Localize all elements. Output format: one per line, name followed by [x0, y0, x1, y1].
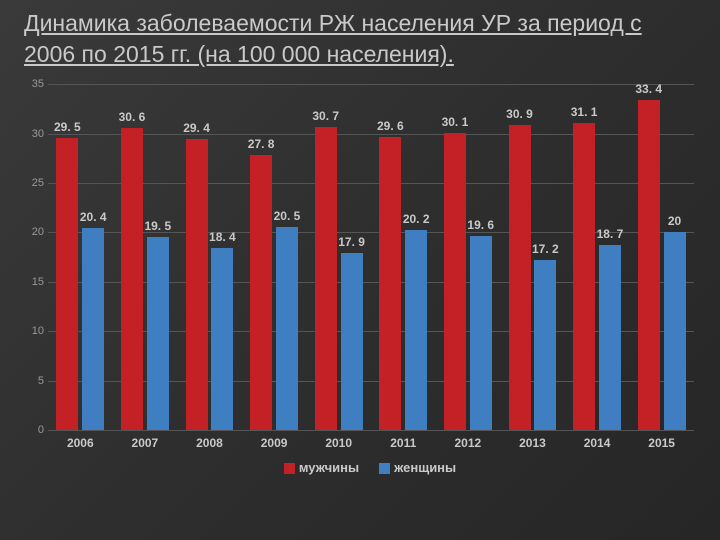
bar-value-label: 18. 7 — [597, 227, 624, 241]
page-title: Динамика заболеваемости РЖ населения УР … — [0, 0, 720, 70]
legend-label: женщины — [394, 460, 456, 475]
bar-women: 20 — [664, 232, 686, 430]
bar-men: 27. 8 — [250, 155, 272, 430]
bar-value-label: 20 — [668, 214, 681, 228]
bar-women: 20. 5 — [276, 227, 298, 430]
x-tick-label: 2015 — [629, 432, 694, 454]
bar-men: 30. 9 — [509, 125, 531, 430]
bar-value-label: 20. 5 — [274, 209, 301, 223]
bar-value-label: 19. 5 — [144, 219, 171, 233]
y-tick-label: 25 — [24, 177, 44, 189]
bar-men: 33. 4 — [638, 100, 660, 430]
bar-group: 27. 820. 5 — [242, 84, 307, 430]
bar-value-label: 30. 9 — [506, 107, 533, 121]
x-tick-label: 2006 — [48, 432, 113, 454]
bar-women: 17. 9 — [341, 253, 363, 430]
bar-group: 29. 620. 2 — [371, 84, 436, 430]
bar-value-label: 20. 2 — [403, 212, 430, 226]
bar-value-label: 29. 6 — [377, 119, 404, 133]
x-tick-label: 2013 — [500, 432, 565, 454]
bar-women: 17. 2 — [534, 260, 556, 430]
bar-group: 31. 118. 7 — [565, 84, 630, 430]
bar-value-label: 17. 2 — [532, 242, 559, 256]
bar-value-label: 27. 8 — [248, 137, 275, 151]
bar-men: 29. 5 — [56, 138, 78, 430]
x-tick-label: 2007 — [113, 432, 178, 454]
legend-label: мужчины — [299, 460, 359, 475]
bar-men: 29. 6 — [379, 137, 401, 430]
bar-men: 30. 7 — [315, 127, 337, 430]
x-tick-label: 2014 — [565, 432, 630, 454]
y-tick-label: 0 — [24, 424, 44, 436]
bar-men: 30. 6 — [121, 128, 143, 431]
bar-women: 18. 4 — [211, 248, 233, 430]
bar-value-label: 31. 1 — [571, 105, 598, 119]
bar-women: 19. 5 — [147, 237, 169, 430]
bar-women: 20. 2 — [405, 230, 427, 430]
bar-chart: 0510152025303529. 520. 430. 619. 529. 41… — [24, 84, 696, 454]
bar-value-label: 29. 4 — [183, 121, 210, 135]
bar-value-label: 17. 9 — [338, 235, 365, 249]
y-tick-label: 10 — [24, 325, 44, 337]
bar-men: 29. 4 — [186, 139, 208, 430]
bar-group: 30. 717. 9 — [306, 84, 371, 430]
x-tick-label: 2008 — [177, 432, 242, 454]
grid-line — [48, 430, 694, 431]
y-tick-label: 5 — [24, 375, 44, 387]
bar-value-label: 33. 4 — [635, 82, 662, 96]
bar-value-label: 19. 6 — [467, 218, 494, 232]
x-tick-label: 2011 — [371, 432, 436, 454]
bar-group: 33. 420 — [629, 84, 694, 430]
y-tick-label: 20 — [24, 226, 44, 238]
bar-group: 29. 418. 4 — [177, 84, 242, 430]
legend: мужчины женщины — [0, 460, 720, 475]
legend-swatch — [284, 463, 295, 474]
x-tick-label: 2010 — [306, 432, 371, 454]
bar-value-label: 30. 1 — [442, 115, 469, 129]
y-tick-label: 15 — [24, 276, 44, 288]
bar-value-label: 20. 4 — [80, 210, 107, 224]
bar-women: 19. 6 — [470, 236, 492, 430]
y-tick-label: 30 — [24, 128, 44, 140]
bar-women: 18. 7 — [599, 245, 621, 430]
bar-men: 30. 1 — [444, 133, 466, 431]
bar-group: 30. 619. 5 — [113, 84, 178, 430]
bar-group: 30. 119. 6 — [436, 84, 501, 430]
bar-value-label: 29. 5 — [54, 120, 81, 134]
bar-men: 31. 1 — [573, 123, 595, 430]
x-tick-label: 2009 — [242, 432, 307, 454]
x-tick-label: 2012 — [436, 432, 501, 454]
y-tick-label: 35 — [24, 78, 44, 90]
bar-value-label: 18. 4 — [209, 230, 236, 244]
bar-women: 20. 4 — [82, 228, 104, 430]
bar-value-label: 30. 6 — [119, 110, 146, 124]
bar-group: 30. 917. 2 — [500, 84, 565, 430]
legend-swatch — [379, 463, 390, 474]
bar-group: 29. 520. 4 — [48, 84, 113, 430]
bar-value-label: 30. 7 — [312, 109, 339, 123]
